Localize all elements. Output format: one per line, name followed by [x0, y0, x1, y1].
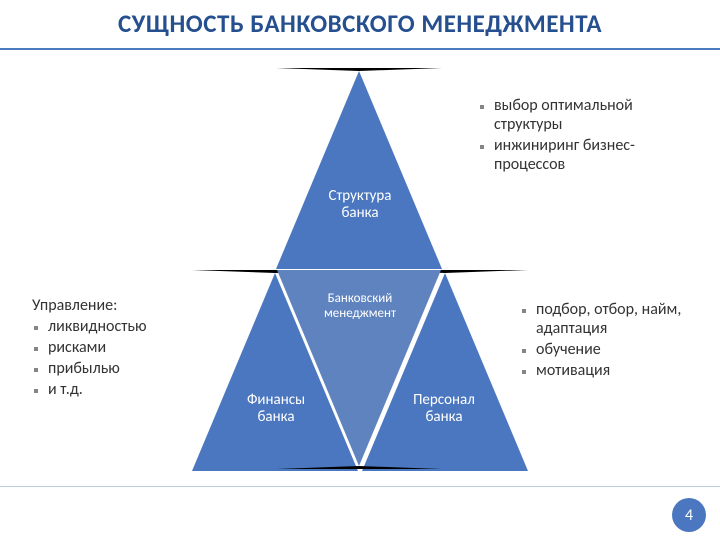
pyramid-right-label: Персоналбанка — [360, 392, 528, 427]
list-item: рисками — [48, 338, 192, 357]
list-item: подбор, отбор, найм, адаптация — [536, 300, 710, 338]
top-rule — [0, 48, 720, 50]
callout-finance-lead: Управление: — [32, 296, 192, 315]
triangle-node — [276, 68, 442, 269]
list-item: прибылью — [48, 359, 192, 378]
pyramid-center-label-line1: Банковский — [328, 291, 393, 306]
pyramid-top-label: Структурабанка — [276, 188, 444, 223]
pyramid-top-label-line2: банка — [341, 204, 378, 222]
bottom-rule — [0, 486, 720, 487]
callout-structure: выбор оптимальной структуры инжиниринг б… — [478, 96, 678, 176]
page-number-badge: 4 — [672, 498, 706, 532]
pyramid-left-label-line1: Финансы — [247, 391, 305, 409]
list-item: ликвидностью — [48, 317, 192, 336]
callout-finance: Управление: ликвидностью рисками прибыль… — [32, 296, 192, 401]
pyramid-left-label-line2: банка — [257, 408, 294, 426]
callout-personnel-list: подбор, отбор, найм, адаптация обучение … — [520, 300, 710, 380]
page-number: 4 — [685, 506, 693, 525]
pyramid-left-label: Финансыбанка — [192, 392, 360, 427]
callout-personnel: подбор, отбор, найм, адаптация обучение … — [520, 300, 710, 382]
list-item: обучение — [536, 340, 710, 359]
list-item: инжиниринг бизнес-процессов — [494, 136, 678, 174]
callout-finance-list: ликвидностью рисками прибылью и т.д. — [32, 317, 192, 399]
list-item: и т.д. — [48, 380, 192, 399]
pyramid-right-label-line1: Персонал — [413, 391, 475, 409]
slide: СУЩНОСТЬ БАНКОВСКОГО МЕНЕДЖМЕНТА Структу… — [0, 0, 720, 540]
callout-structure-list: выбор оптимальной структуры инжиниринг б… — [478, 96, 678, 174]
list-item: мотивация — [536, 361, 710, 380]
list-item: выбор оптимальной структуры — [494, 96, 678, 134]
page-title: СУЩНОСТЬ БАНКОВСКОГО МЕНЕДЖМЕНТА — [0, 8, 720, 39]
pyramid-center-label: Банковскийменеджмент — [276, 292, 444, 322]
pyramid-center-label-line2: менеджмент — [324, 306, 396, 321]
pyramid-right-label-line2: банка — [425, 408, 462, 426]
pyramid-top-label-line1: Структура — [329, 187, 392, 205]
